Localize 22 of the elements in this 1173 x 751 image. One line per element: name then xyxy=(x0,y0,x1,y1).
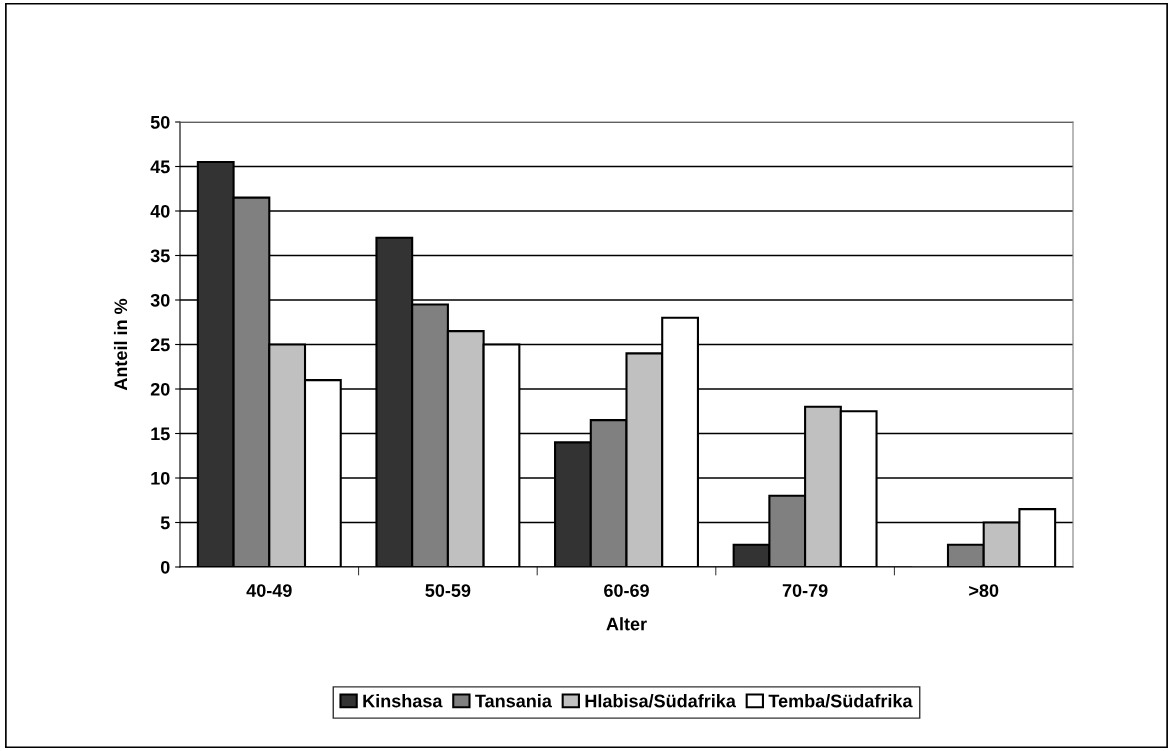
y-tick-label: 10 xyxy=(151,471,170,485)
y-tick-label: 15 xyxy=(151,427,170,441)
y-tick-label: 40 xyxy=(150,204,170,218)
y-tick-label: 5 xyxy=(160,516,170,530)
legend-label: Hlabisa/Südafrika xyxy=(585,694,736,708)
x-axis-title: Alter xyxy=(606,617,647,631)
x-tick-label: 70-79 xyxy=(782,584,828,597)
x-tick-label: 50-59 xyxy=(425,584,471,597)
y-tick-label: 50 xyxy=(150,115,170,129)
y-tick-label: 20 xyxy=(150,382,170,396)
legend-label: Temba/Südafrika xyxy=(768,694,913,708)
y-tick-label: 25 xyxy=(150,338,170,352)
x-tick-label: 60-69 xyxy=(604,584,649,597)
y-tick-label: 0 xyxy=(160,560,170,574)
y-tick-label: 45 xyxy=(150,160,170,174)
y-tick-label: 35 xyxy=(150,249,170,263)
y-tick-label: 30 xyxy=(150,293,170,307)
legend-label: Kinshasa xyxy=(363,694,443,708)
x-tick-label: 40-49 xyxy=(246,584,292,597)
legend-label: Tansania xyxy=(475,694,552,708)
x-tick-label: >80 xyxy=(969,584,999,597)
y-axis-title: Anteil in % xyxy=(113,298,128,391)
